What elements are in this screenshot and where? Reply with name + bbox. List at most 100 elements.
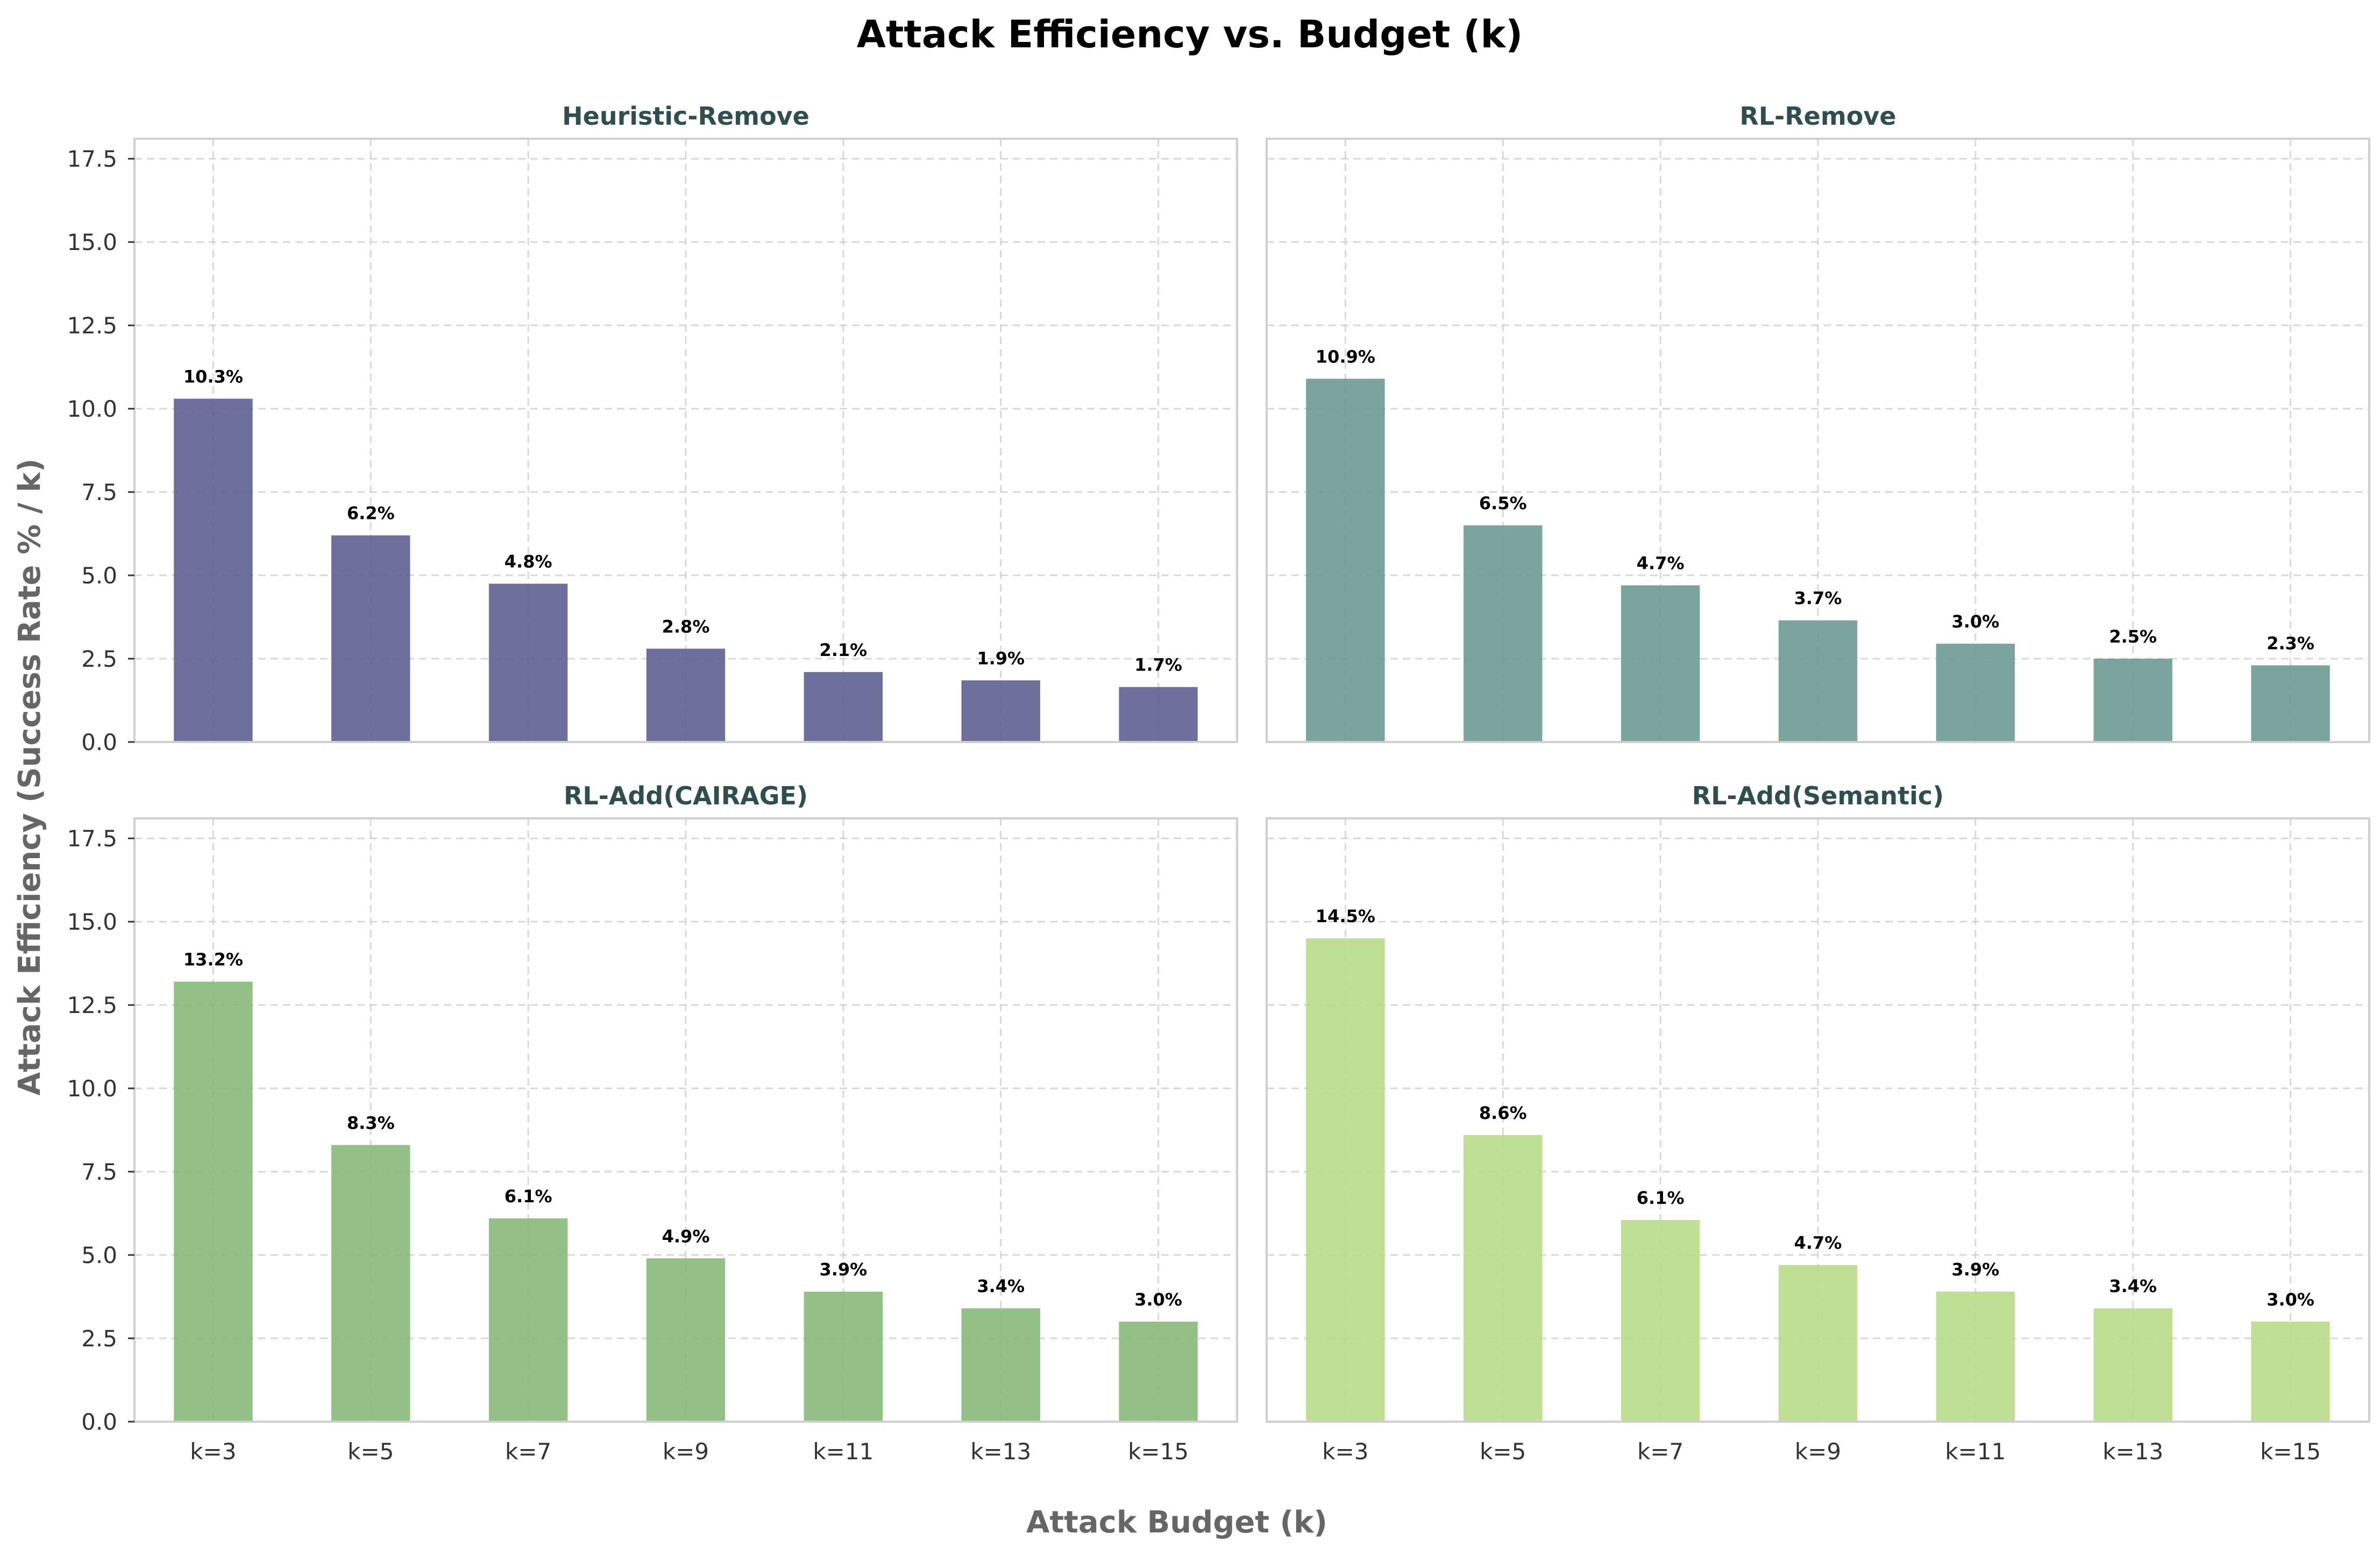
data-label: 3.4% [977,1276,1025,1296]
bar-k=3 [1306,938,1385,1422]
x-tick-label: k=13 [970,1438,1031,1465]
bar-k=5 [1463,1135,1543,1422]
bar-k=13 [961,1308,1040,1422]
bar-k=11 [804,1292,883,1422]
y-tick-label: 17.5 [67,825,117,852]
data-label: 1.9% [977,648,1025,668]
bar-k=11 [1936,644,2015,742]
bar-k=5 [1463,525,1543,742]
data-label: 3.0% [1951,611,1999,632]
data-label: 2.5% [2109,626,2157,647]
y-tick-label: 5.0 [81,562,117,589]
y-tick-label: 0.0 [81,1409,117,1435]
bar-k=11 [804,672,883,742]
bar-k=9 [1778,620,1858,742]
x-tick-label: k=13 [2102,1438,2163,1465]
x-tick-label: k=3 [190,1438,236,1465]
data-label: 6.2% [347,503,395,524]
y-tick-label: 10.0 [67,1075,117,1102]
data-label: 14.5% [1316,906,1375,926]
x-tick-label: k=11 [813,1438,873,1465]
y-tick-label: 17.5 [67,146,117,172]
bar-k=7 [488,1218,568,1422]
subplot-2: 10.9% 6.5% 4.7% 3.7% 3.0% 2.5% 2.3% RL-Remove [1266,102,2370,743]
x-tick-label: k=5 [1480,1438,1526,1465]
bar-k=7 [1621,585,1700,742]
plot-frame [1266,138,2370,743]
y-tick-label: 15.0 [67,909,117,935]
subplot-1: 10.3% 6.2% 4.8% 2.8% 2.1% 1.9% 1.7% Heuristic-R… [67,102,1238,755]
data-label: 3.9% [1951,1259,1999,1280]
y-tick-label: 15.0 [67,229,117,255]
x-tick-label: k=9 [663,1438,709,1465]
bar-k=15 [2251,1322,2330,1422]
subplots-grid: 10.3% 6.2% 4.8% 2.8% 2.1% 1.9% 1.7% Heuristic-R… [67,102,2370,1465]
bar-k=5 [331,1145,410,1422]
x-tick-label: k=7 [1637,1438,1683,1465]
bar-k=3 [174,398,253,742]
data-label: 2.1% [819,640,867,660]
subplot-3: 13.2% 8.3% 6.1% 4.9% 3.9% 3.4% 3.0% RL-Add(CAIR… [67,781,1238,1465]
data-label: 2.3% [2267,633,2314,653]
data-label: 6.5% [1479,493,1527,513]
data-label: 1.7% [1134,655,1182,675]
y-tick-label: 0.0 [81,729,117,755]
plot-frame [1266,817,2370,1423]
x-tick-label: k=5 [347,1438,394,1465]
x-tick-label: k=11 [1945,1438,2006,1465]
bar-k=7 [1621,1219,1700,1422]
data-label: 3.0% [1134,1289,1182,1310]
subplot-title: RL-Add(CAIRAGE) [564,781,808,810]
data-label: 3.0% [2267,1289,2314,1310]
data-label: 2.8% [662,616,710,637]
bar-k=15 [1119,1322,1198,1422]
x-axis-label: Attack Budget (k) [1026,1505,1327,1540]
bar-k=9 [1778,1265,1858,1422]
bar-k=3 [174,981,253,1422]
data-label: 3.4% [2109,1276,2157,1296]
bar-k=5 [331,535,410,742]
x-tick-label: k=15 [1128,1438,1189,1465]
data-label: 13.2% [183,950,243,970]
y-tick-label: 7.5 [81,479,117,505]
subplot-title: RL-Remove [1739,102,1896,131]
figure-title: Attack Efficiency vs. Budget (k) [857,12,1523,56]
bar-k=13 [2093,1308,2172,1422]
x-tick-label: k=3 [1322,1438,1368,1465]
y-tick-label: 12.5 [67,312,117,339]
data-label: 4.9% [662,1226,710,1246]
plot-frame [133,817,1238,1423]
x-tick-label: k=7 [505,1438,551,1465]
x-tick-label: k=9 [1795,1438,1841,1465]
bar-k=7 [488,583,568,742]
y-axis-label: Attack Efficiency (Success Rate % / k) [12,459,47,1096]
bar-k=3 [1306,379,1385,742]
data-label: 3.9% [819,1259,867,1280]
data-label: 4.8% [505,552,552,572]
data-label: 3.7% [1794,588,1842,609]
bar-k=13 [961,680,1040,742]
bar-k=15 [1119,687,1198,742]
x-tick-label: k=15 [2260,1438,2321,1465]
data-label: 10.3% [183,367,243,387]
bar-k=9 [646,1258,726,1422]
subplot-title: Heuristic-Remove [562,102,809,131]
y-tick-label: 2.5 [81,646,117,672]
bar-k=11 [1936,1292,2015,1422]
y-tick-label: 2.5 [81,1325,117,1352]
y-tick-label: 5.0 [81,1242,117,1268]
data-label: 8.3% [347,1112,395,1133]
subplot-title: RL-Add(Semantic) [1692,781,1944,810]
data-label: 4.7% [1637,553,1685,574]
data-label: 8.6% [1479,1103,1527,1123]
bar-k=15 [2251,665,2330,742]
bar-k=13 [2093,659,2172,742]
y-tick-label: 10.0 [67,396,117,422]
plot-frame [133,138,1238,743]
data-label: 10.9% [1316,346,1375,367]
bar-k=9 [646,648,726,742]
y-tick-label: 12.5 [67,992,117,1018]
subplot-4: 14.5% 8.6% 6.1% 4.7% 3.9% 3.4% 3.0% RL-Add(Sema… [1266,781,2370,1465]
data-label: 6.1% [1637,1188,1685,1208]
